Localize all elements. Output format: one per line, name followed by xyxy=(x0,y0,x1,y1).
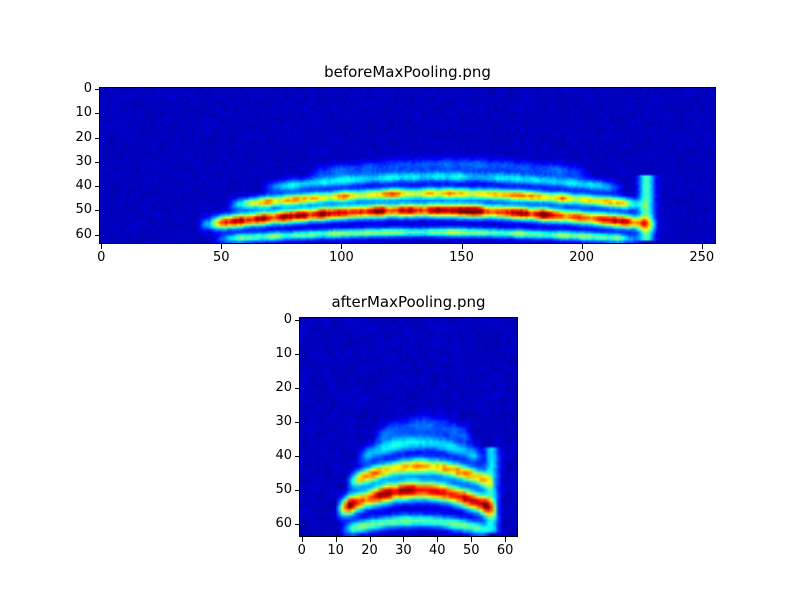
x-tick-mark xyxy=(701,244,703,249)
x-tick-mark xyxy=(369,537,371,542)
x-tick-label: 150 xyxy=(449,250,474,265)
heatmap-image-after xyxy=(299,317,518,537)
y-tick-label: 50 xyxy=(275,482,292,498)
y-tick-mark xyxy=(295,490,300,492)
y-tick-mark xyxy=(295,353,300,355)
y-tick-label: 30 xyxy=(275,413,292,429)
y-tick-label: 0 xyxy=(283,311,292,327)
x-tick-label: 50 xyxy=(213,250,230,265)
y-tick-mark xyxy=(295,387,300,389)
y-tick-label: 60 xyxy=(75,226,92,242)
y-tick-mark xyxy=(95,210,100,212)
subplot-before-maxpooling: beforeMaxPooling.png 0 10 20 30 40 50 60 0 50 10… xyxy=(75,63,716,265)
x-tick-mark xyxy=(505,537,507,542)
y-tick-mark xyxy=(95,161,100,163)
y-tick-label: 60 xyxy=(275,516,292,532)
x-tick-label: 40 xyxy=(429,543,446,558)
y-tick-label: 20 xyxy=(75,129,92,145)
y-tick-mark xyxy=(295,421,300,423)
x-tick-label: 10 xyxy=(327,543,344,558)
y-tick-mark xyxy=(295,524,300,526)
x-tick-mark xyxy=(301,537,303,542)
y-tick-label: 40 xyxy=(275,447,292,463)
y-tick-mark xyxy=(95,89,100,91)
x-tick-label: 100 xyxy=(329,250,354,265)
y-tick-label: 50 xyxy=(75,202,92,218)
y-tick-mark xyxy=(95,234,100,236)
x-tick-mark xyxy=(461,244,463,249)
x-tick-mark xyxy=(101,244,103,249)
subplot-after-maxpooling: afterMaxPooling.png 0 10 20 30 40 50 60 0 10 20 3… xyxy=(275,293,518,558)
y-tick-label: 0 xyxy=(83,81,92,97)
y-tick-label: 20 xyxy=(275,379,292,395)
x-tick-label: 20 xyxy=(361,543,378,558)
y-tick-label: 30 xyxy=(75,153,92,169)
y-tick-mark xyxy=(95,137,100,139)
y-tick-mark xyxy=(95,186,100,188)
x-axis-after: 0 10 20 30 40 50 60 xyxy=(298,536,517,566)
x-tick-label: 200 xyxy=(569,250,595,265)
x-tick-mark xyxy=(581,244,583,249)
x-tick-label: 30 xyxy=(395,543,412,558)
heatmap-image-before xyxy=(99,87,716,244)
x-tick-mark xyxy=(471,537,473,542)
x-tick-mark xyxy=(221,244,223,249)
x-tick-label: 0 xyxy=(297,543,306,558)
y-tick-mark xyxy=(295,455,300,457)
x-tick-label: 0 xyxy=(97,250,106,265)
x-tick-label: 250 xyxy=(689,250,715,265)
chart-title-before: beforeMaxPooling.png xyxy=(324,63,491,81)
x-tick-mark xyxy=(341,244,343,249)
chart-title-after: afterMaxPooling.png xyxy=(331,293,486,311)
y-tick-label: 10 xyxy=(275,345,292,361)
x-axis-before: 0 50 100 150 200 250 xyxy=(97,243,715,273)
y-tick-mark xyxy=(295,319,300,321)
y-tick-label: 10 xyxy=(75,105,92,121)
x-tick-mark xyxy=(403,537,405,542)
y-tick-mark xyxy=(95,113,100,115)
x-tick-mark xyxy=(335,537,337,542)
y-tick-label: 40 xyxy=(75,178,92,194)
x-tick-label: 60 xyxy=(496,543,514,558)
x-tick-label: 50 xyxy=(462,543,480,558)
x-tick-mark xyxy=(437,537,439,542)
